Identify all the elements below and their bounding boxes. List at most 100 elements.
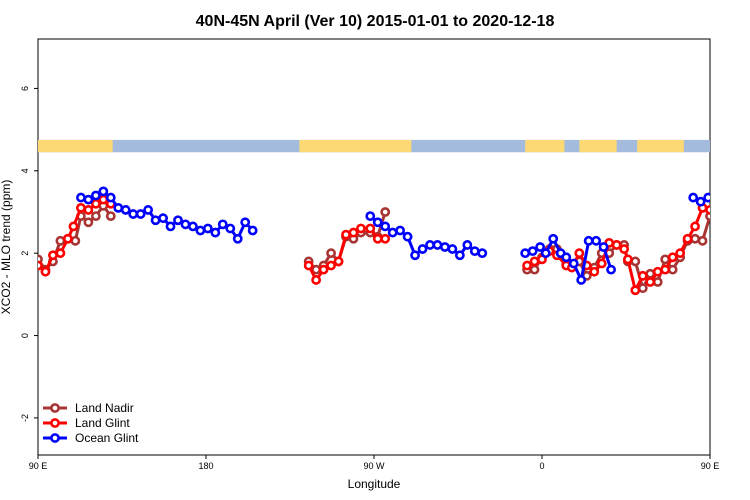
data-point	[540, 248, 551, 259]
data-point	[387, 227, 398, 238]
series-layer	[38, 186, 749, 296]
data-point	[341, 229, 351, 240]
data-point	[454, 250, 465, 261]
data-point	[714, 200, 721, 207]
data-point	[210, 227, 221, 238]
data-point	[120, 205, 131, 215]
land-band-segment	[579, 139, 617, 153]
y-axis: -2 0 2 4 6	[20, 86, 38, 422]
y-tick-label: 0	[20, 333, 30, 338]
data-point	[611, 240, 622, 250]
data-point	[165, 221, 176, 232]
legend-label: Ocean Glint	[75, 431, 139, 445]
data-point	[158, 213, 168, 224]
data-point	[477, 248, 488, 259]
data-point	[596, 258, 607, 269]
data-point	[348, 227, 359, 238]
land-band-segment	[525, 139, 565, 153]
legend-label: Land Glint	[75, 416, 130, 430]
data-point	[742, 210, 749, 217]
data-point	[652, 277, 663, 287]
data-point	[90, 190, 101, 201]
data-point	[667, 264, 678, 275]
data-point	[232, 233, 243, 244]
x-axis-label: Longitude	[348, 477, 401, 491]
data-point	[173, 215, 183, 226]
y-tick-label: 6	[20, 86, 30, 91]
land-band-segment	[299, 139, 412, 153]
data-point	[719, 194, 726, 201]
land-ocean-band	[38, 139, 710, 153]
data-point	[76, 192, 86, 203]
data-point	[195, 225, 206, 236]
data-point	[583, 235, 594, 246]
x-axis: 90 E 180 90 W 0 90 E	[29, 455, 720, 471]
data-point	[240, 217, 251, 228]
data-point	[645, 277, 656, 287]
data-point	[568, 258, 579, 269]
data-point	[380, 221, 391, 232]
legend-item: Land Nadir	[43, 401, 134, 415]
data-point	[734, 213, 741, 220]
data-point	[630, 285, 641, 296]
data-point	[333, 256, 344, 267]
data-point	[695, 196, 706, 207]
data-point	[62, 233, 73, 244]
data-point	[356, 223, 366, 234]
data-point	[630, 256, 641, 267]
data-point	[529, 264, 540, 275]
y-axis-label: XCO2 - MLO trend (ppm)	[0, 180, 13, 315]
data-point	[462, 240, 473, 250]
data-point	[113, 202, 124, 213]
data-point	[150, 215, 161, 226]
data-point	[395, 225, 406, 236]
legend-label: Land Nadir	[75, 401, 134, 415]
data-point	[561, 252, 572, 263]
x-tick-label: 90 E	[29, 461, 48, 471]
data-point	[637, 270, 648, 281]
data-point	[326, 260, 336, 271]
data-point	[98, 194, 109, 205]
x-tick-label: 180	[198, 461, 213, 471]
data-point	[589, 266, 600, 277]
data-point	[712, 188, 719, 195]
data-point	[440, 242, 450, 252]
data-point	[675, 248, 686, 259]
x-tick-label: 90 W	[363, 461, 385, 471]
data-point	[705, 205, 710, 215]
chart-title: 40N-45N April (Ver 10) 2015-01-01 to 202…	[196, 13, 555, 30]
data-point	[202, 223, 213, 234]
legend-item: Ocean Glint	[43, 431, 139, 445]
data-point	[637, 283, 648, 294]
data-point	[606, 264, 616, 275]
data-point	[326, 248, 336, 259]
data-point	[40, 266, 51, 277]
data-point	[727, 204, 734, 211]
data-point	[417, 244, 428, 254]
data-point	[380, 207, 391, 217]
data-point	[83, 217, 94, 228]
land-band-segment	[637, 139, 684, 153]
data-point	[574, 248, 585, 259]
data-point	[90, 198, 101, 209]
data-point	[38, 260, 43, 271]
data-point	[527, 246, 538, 257]
data-point	[311, 275, 322, 285]
data-point	[690, 221, 700, 232]
land-band-segment	[38, 139, 113, 153]
data-point	[520, 248, 531, 259]
data-point	[188, 221, 198, 232]
data-point	[372, 217, 383, 228]
data-point	[598, 242, 609, 252]
y-tick-label: 2	[20, 251, 30, 256]
data-point	[410, 250, 420, 261]
data-point	[380, 233, 391, 244]
x-tick-label: 90 E	[701, 461, 720, 471]
data-point	[576, 275, 587, 285]
data-point	[83, 205, 94, 215]
data-point	[83, 194, 94, 205]
data-point	[619, 244, 630, 254]
data-point	[660, 264, 671, 275]
data-point	[660, 254, 671, 265]
